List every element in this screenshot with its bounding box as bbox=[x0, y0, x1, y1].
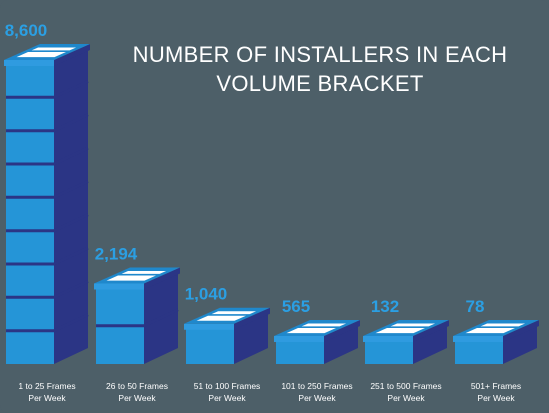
bar-side-face bbox=[503, 324, 537, 364]
bar-4 bbox=[274, 320, 360, 364]
bar-front-face bbox=[455, 340, 503, 364]
bar-lid-front bbox=[363, 336, 413, 342]
bar-side-face bbox=[324, 324, 358, 364]
category-label-line: Per Week bbox=[477, 393, 515, 403]
bar-lid-side bbox=[234, 307, 270, 330]
value-label-6: 78 bbox=[466, 297, 485, 316]
value-label-4: 565 bbox=[282, 297, 310, 316]
bar-lid-side bbox=[413, 320, 449, 342]
chart-title: NUMBER OF INSTALLERS IN EACH VOLUME BRAC… bbox=[120, 40, 520, 98]
bar-2 bbox=[94, 267, 180, 364]
category-label-line: Per Week bbox=[208, 393, 246, 403]
bar-front-face bbox=[276, 340, 324, 364]
bar-front-face bbox=[6, 64, 54, 364]
bar-top-panel bbox=[286, 328, 336, 334]
bar-lid-side bbox=[144, 267, 180, 290]
bar-top-panel bbox=[196, 315, 246, 321]
chart-title-line-2: VOLUME BRACKET bbox=[216, 71, 424, 96]
category-label-3: 51 to 100 Frames Per Week bbox=[194, 381, 261, 403]
category-label-line: 101 to 250 Frames bbox=[281, 381, 352, 391]
bar-side-face bbox=[413, 324, 447, 364]
bar-top-panel bbox=[211, 311, 257, 315]
bar-lid-front bbox=[274, 336, 324, 342]
bar-layer-line bbox=[6, 313, 89, 333]
category-label-line: Per Week bbox=[298, 393, 336, 403]
bar-layer-line bbox=[6, 146, 89, 166]
bar-5 bbox=[363, 320, 449, 364]
bar-layer-line bbox=[6, 246, 89, 266]
category-label-line: 251 to 500 Frames bbox=[370, 381, 441, 391]
category-label-line: 51 to 100 Frames bbox=[194, 381, 261, 391]
value-label-5: 132 bbox=[371, 297, 399, 316]
bar-top-panel bbox=[465, 328, 515, 334]
category-label-6: 501+ Frames Per Week bbox=[471, 381, 521, 403]
bar-1 bbox=[4, 44, 90, 364]
bar-lid-side bbox=[54, 44, 90, 66]
bar-layer-line bbox=[96, 308, 179, 328]
bar-layer-line bbox=[6, 113, 89, 133]
category-label-line: 26 to 50 Frames bbox=[106, 381, 168, 391]
category-label-4: 101 to 250 Frames Per Week bbox=[281, 381, 352, 403]
bar-lid-front bbox=[94, 283, 144, 290]
bar-top-panel bbox=[390, 323, 436, 327]
value-label-2: 2,194 bbox=[95, 244, 138, 263]
chart-title-line-1: NUMBER OF INSTALLERS IN EACH bbox=[132, 42, 508, 67]
bar-top-panel bbox=[375, 328, 425, 334]
bar-top-panel bbox=[480, 323, 526, 327]
category-label-5: 251 to 500 Frames Per Week bbox=[370, 381, 441, 403]
bar-3 bbox=[184, 307, 270, 364]
bar-layer-line bbox=[6, 179, 89, 199]
value-label-1: 8,600 bbox=[5, 21, 48, 40]
bar-top-panel bbox=[121, 271, 167, 274]
category-label-line: Per Week bbox=[28, 393, 66, 403]
bar-top-panel bbox=[31, 47, 77, 51]
bar-front-face bbox=[365, 340, 413, 364]
bar-lid-front bbox=[184, 323, 234, 330]
bar-layer-line bbox=[6, 213, 89, 233]
category-label-line: Per Week bbox=[387, 393, 425, 403]
bar-lid-side bbox=[324, 320, 360, 342]
category-label-line: 1 to 25 Frames bbox=[18, 381, 75, 391]
bar-lid-side bbox=[503, 320, 539, 342]
category-label-line: Per Week bbox=[118, 393, 156, 403]
bar-layer-line bbox=[6, 279, 89, 299]
category-label-2: 26 to 50 Frames Per Week bbox=[106, 381, 168, 403]
bar-layer-line bbox=[6, 79, 89, 99]
bar-lid-front bbox=[453, 336, 503, 342]
bar-front-face bbox=[186, 327, 234, 364]
bar-top-panel bbox=[16, 52, 66, 58]
bar-top-panel bbox=[301, 323, 347, 327]
category-label-line: 501+ Frames bbox=[471, 381, 521, 391]
bar-6 bbox=[453, 320, 539, 364]
value-label-3: 1,040 bbox=[185, 285, 228, 304]
bar-top-panel bbox=[106, 275, 156, 281]
category-label-1: 1 to 25 Frames Per Week bbox=[18, 381, 75, 403]
bar-lid-front bbox=[4, 60, 54, 66]
